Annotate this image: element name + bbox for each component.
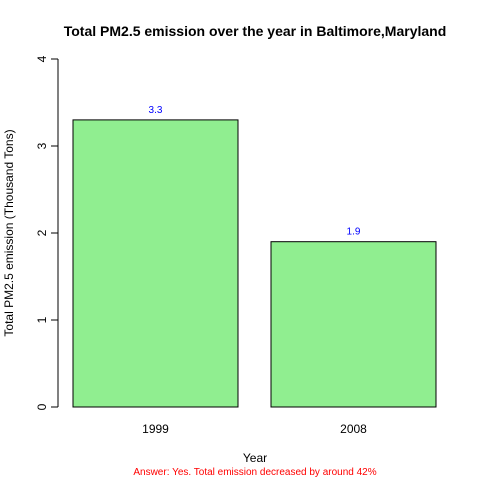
chart-title: Total PM2.5 emission over the year in Ba…	[64, 23, 447, 39]
x-tick-label: 1999	[142, 422, 169, 436]
bar	[72, 119, 239, 408]
data-labels: 3.3 1.9	[149, 105, 361, 238]
x-tick-labels: 1999 2008	[142, 422, 367, 436]
y-tick-label: 0	[35, 403, 49, 410]
x-tick-label: 2008	[340, 422, 367, 436]
bar	[270, 241, 437, 408]
y-tick-label: 2	[35, 229, 49, 236]
y-axis-label: Total PM2.5 emission (Thousand Tons)	[2, 129, 16, 336]
y-tick-label: 3	[35, 142, 49, 149]
y-tick-label: 1	[35, 316, 49, 323]
data-label: 3.3	[149, 105, 163, 116]
y-tick-label: 4	[35, 55, 49, 62]
data-label: 1.9	[347, 227, 361, 238]
y-axis: 0 1 2 3 4	[35, 55, 59, 410]
chart-subtitle: Answer: Yes. Total emission decreased by…	[133, 467, 376, 478]
bars	[72, 119, 437, 408]
x-axis-label: Year	[243, 451, 267, 465]
